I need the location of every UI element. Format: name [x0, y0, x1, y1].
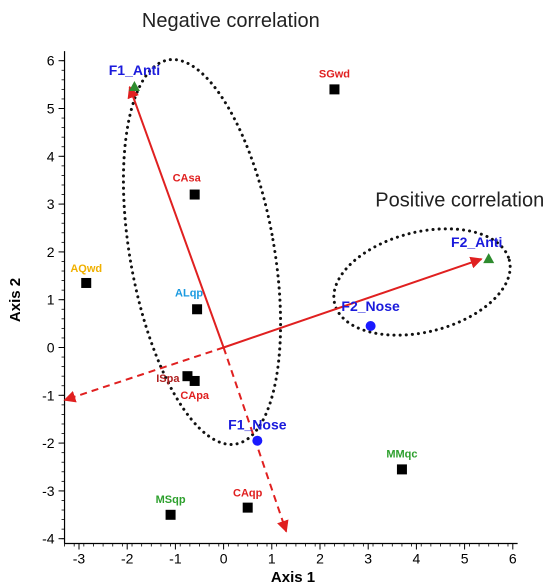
point-capa: [189, 375, 200, 386]
label-f1-anti: F1_Anti: [109, 62, 160, 78]
label-capa: CApa: [180, 390, 210, 402]
y-tick-label: 4: [47, 148, 55, 164]
negative-correlation-title: Negative correlation: [142, 10, 320, 32]
point-sgwd: [329, 84, 340, 95]
axes: -3 -2 -1 0 1 2 3 4 5 6 -4 -3 -2 -1 0 1 2 3 4 5 6: [42, 51, 518, 566]
label-f1-nose: F1_Nose: [228, 417, 287, 433]
dashed-arrow: [63, 346, 224, 403]
x-tick-label: 0: [220, 550, 228, 566]
x-tick-label: 3: [364, 550, 372, 566]
point-msqp: [165, 509, 176, 520]
label-casa: CAsa: [173, 173, 202, 185]
label-f2-nose: F2_Nose: [341, 298, 400, 314]
label-aqwd: AQwd: [70, 263, 102, 275]
label-f2-anti: F2_Anti: [451, 234, 502, 250]
x-tick-label: 6: [509, 550, 517, 566]
x-tick-label: -1: [169, 550, 182, 566]
label-msqp: MSqp: [156, 494, 186, 506]
x-tick-label: 2: [316, 550, 324, 566]
label-sgwd: SGwd: [319, 68, 350, 80]
arrows-layer: [63, 85, 483, 533]
y-axis-title: Axis 2: [7, 278, 24, 322]
annotations-layer: Negative correlation Positive correlation: [142, 10, 544, 211]
y-tick-label: 0: [47, 340, 55, 356]
x-tick-label: 1: [268, 550, 276, 566]
point-f2-nose: [365, 320, 376, 331]
y-tick-label: 5: [47, 101, 55, 117]
point-caqp: [242, 502, 253, 513]
positive-correlation-title: Positive correlation: [375, 189, 544, 211]
point-f1-nose: [252, 435, 263, 446]
solid-arrow: [223, 256, 483, 349]
label-ispa: ISpa: [156, 373, 180, 385]
point-alqp: [192, 304, 203, 315]
negative-correlation-ellipse: [121, 58, 283, 446]
ellipses-layer: [121, 58, 512, 446]
x-tick-label: -3: [73, 550, 86, 566]
label-caqp: CAqp: [233, 488, 263, 500]
solid-arrow: [127, 85, 225, 348]
y-tick-label: 2: [47, 244, 55, 260]
y-tick-label: 3: [47, 196, 55, 212]
y-tick-label: 6: [47, 53, 55, 69]
y-tick-label: -2: [42, 435, 55, 451]
y-tick-label: -1: [42, 387, 55, 403]
y-tick-label: -3: [42, 483, 55, 499]
point-mmqc: [396, 464, 407, 475]
point-aqwd: [81, 277, 92, 288]
point-f1-anti: [128, 80, 140, 91]
point-ispa: [182, 371, 193, 382]
point-casa: [189, 189, 200, 200]
x-tick-label: 5: [461, 550, 469, 566]
y-tick-label: -4: [42, 531, 55, 547]
label-mmqc: MMqc: [386, 448, 417, 460]
x-tick-label: 4: [413, 550, 421, 566]
label-alqp: ALqp: [175, 287, 203, 299]
y-tick-label: 1: [47, 292, 55, 308]
x-axis-title: Axis 1: [271, 569, 315, 586]
positive-correlation-ellipse: [332, 227, 512, 337]
points-layer: F1_Anti F2_Anti F2_Nose F1_Nose SGwd CAsa AQwd…: [70, 62, 502, 520]
point-f2-anti: [483, 253, 495, 264]
x-tick-label: -2: [121, 550, 134, 566]
